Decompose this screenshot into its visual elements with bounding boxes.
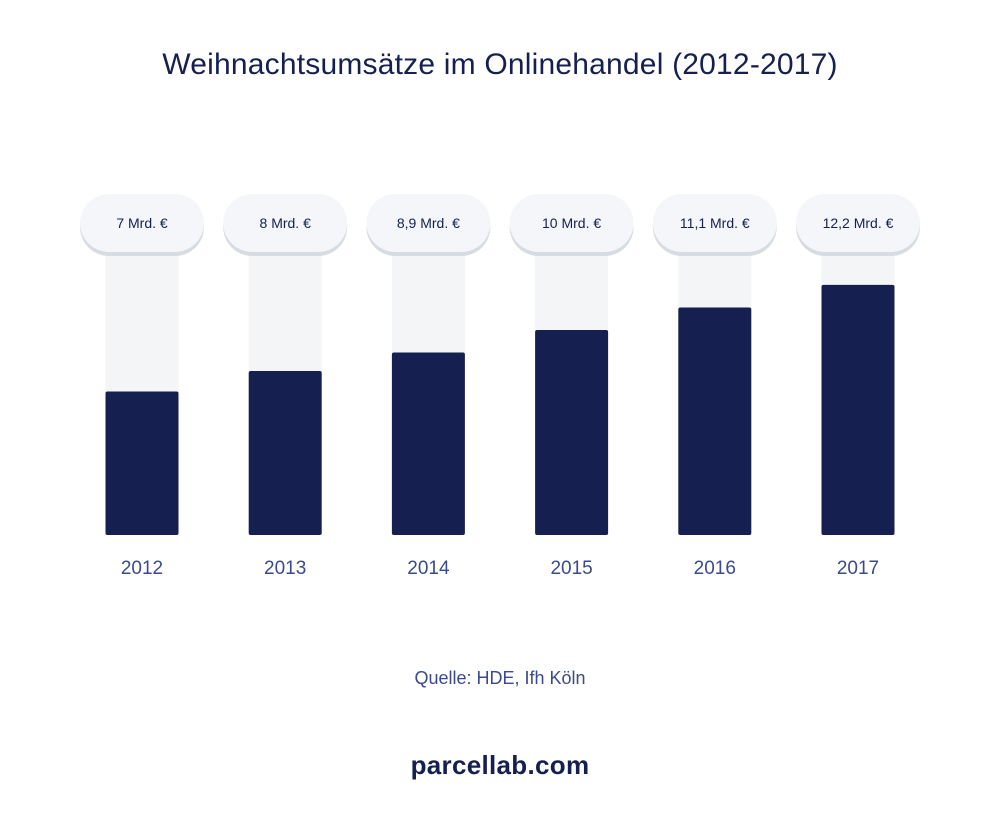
x-tick-label-2013: 2013: [264, 558, 306, 579]
value-label-2015: 10 Mrd. €: [542, 215, 601, 231]
value-label-2013: 8 Mrd. €: [260, 215, 312, 231]
bar-2013: [248, 371, 322, 535]
brand-logo-text: parcellab.com: [410, 750, 590, 780]
value-bubble: [223, 194, 348, 252]
value-label-2014: 8,9 Mrd. €: [397, 215, 460, 231]
value-bubble: [366, 194, 491, 252]
bar-2017: [821, 284, 895, 535]
x-tick-label-2014: 2014: [407, 558, 450, 579]
bar-2014: [391, 352, 465, 535]
bar-2015: [535, 330, 609, 535]
value-label-2012: 7 Mrd. €: [116, 215, 168, 231]
value-label-2017: 12,2 Mrd. €: [823, 215, 894, 231]
source-note: Quelle: HDE, Ifh Köln: [414, 668, 586, 688]
bar-2016: [678, 307, 752, 535]
value-bubble: [796, 194, 920, 252]
value-label-2016: 11,1 Mrd. €: [680, 215, 750, 231]
value-bubble: [509, 194, 634, 252]
x-tick-label-2016: 2016: [694, 558, 736, 579]
x-tick-label-2015: 2015: [550, 558, 592, 579]
x-tick-label-2012: 2012: [121, 558, 163, 579]
x-tick-label-2017: 2017: [837, 558, 879, 579]
bar-2012: [105, 391, 179, 535]
value-bubble: [80, 194, 204, 252]
value-bubble: [652, 194, 777, 252]
chart-title: Weihnachtsumsätze im Onlinehandel (2012-…: [162, 48, 838, 81]
